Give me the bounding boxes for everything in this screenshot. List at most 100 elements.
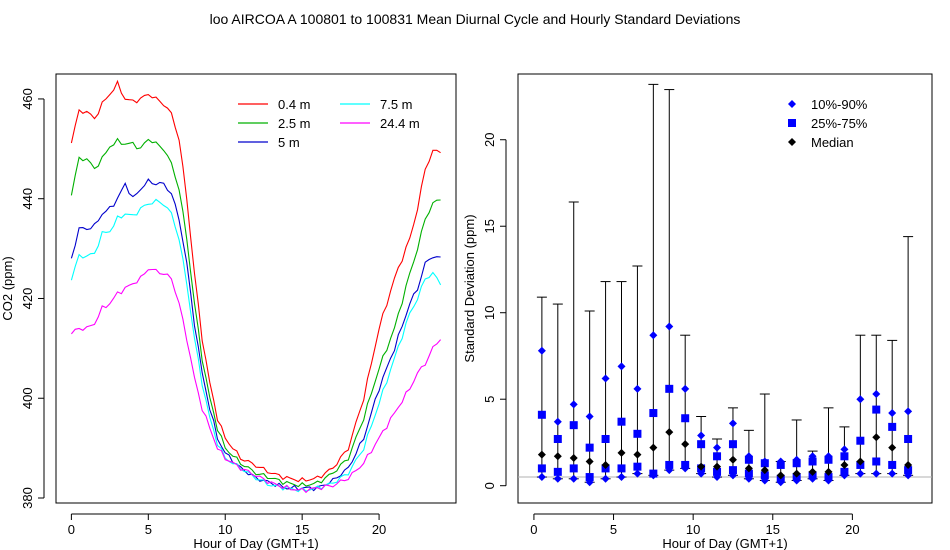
p25-point: [728, 466, 737, 475]
p25-point: [760, 471, 769, 480]
p25-point: [537, 464, 546, 473]
p10-point: [856, 469, 865, 478]
p25-point: [681, 460, 690, 469]
median-point: [713, 462, 722, 471]
p75-point: [601, 434, 610, 443]
series-line-7-5-m: [70, 198, 442, 493]
p90-point: [681, 384, 690, 393]
p90-point: [713, 443, 722, 452]
p10-point: [617, 473, 626, 482]
legend-label: Median: [811, 135, 854, 150]
p25-point: [633, 462, 642, 471]
sd-x-tick-label: 20: [845, 522, 859, 537]
p90-point: [601, 374, 610, 383]
co2-y-tick-label: 380: [20, 487, 35, 509]
median-point: [617, 448, 626, 457]
sd-x-tick-label: 10: [686, 522, 700, 537]
series-line-5-m: [70, 178, 441, 492]
median-point: [681, 440, 690, 449]
median-point: [697, 462, 706, 471]
median-point: [553, 452, 562, 461]
p75-point: [681, 414, 690, 423]
stddev-chart: 0 5 10 15 20 0 5 10 15 20 Hour of Day (GMT+1) Stand…: [462, 73, 933, 550]
p90-point: [840, 445, 849, 454]
legend-marker: [788, 138, 796, 146]
p90-point: [569, 400, 578, 409]
p90-point: [537, 346, 546, 355]
p75-point: [617, 417, 626, 426]
p75-point: [824, 455, 833, 464]
co2-x-tick-label: 10: [218, 522, 232, 537]
sd-x-axis-label: Hour of Day (GMT+1): [662, 536, 787, 550]
sd-y-tick-label: 20: [482, 132, 497, 146]
co2-x-tick-label: 5: [145, 522, 152, 537]
median-point: [840, 460, 849, 469]
p90-point: [856, 395, 865, 404]
median-point: [888, 443, 897, 452]
median-point: [856, 457, 865, 466]
p75-point: [856, 436, 865, 445]
p10-point: [601, 474, 610, 483]
p90-point: [904, 407, 913, 416]
median-point: [744, 464, 753, 473]
p75-point: [728, 440, 737, 449]
median-point: [633, 450, 642, 459]
co2-y-tick-label: 460: [20, 88, 35, 110]
co2-plot-frame: [55, 73, 457, 504]
p90-point: [617, 362, 626, 371]
median-point: [792, 469, 801, 478]
legend-label: 7.5 m: [380, 97, 413, 112]
p75-point: [665, 384, 674, 393]
p90-point: [633, 384, 642, 393]
p75-point: [808, 457, 817, 466]
p75-point: [649, 409, 658, 418]
p25-point: [904, 466, 913, 475]
p90-point: [553, 417, 562, 426]
median-point: [808, 467, 817, 476]
series-line-2-5-m: [70, 137, 441, 488]
p75-point: [585, 443, 594, 452]
median-point: [904, 460, 913, 469]
figure-title: loo AIRCOA A 100801 to 100831 Mean Diurn…: [209, 11, 741, 27]
p10-point: [537, 473, 546, 482]
sd-plot-frame: [517, 73, 933, 504]
p10-point: [633, 469, 642, 478]
p10-point: [872, 469, 881, 478]
p75-point: [872, 405, 881, 414]
p75-point: [697, 440, 706, 449]
median-point: [537, 450, 546, 459]
p25-point: [569, 464, 578, 473]
p90-point: [697, 431, 706, 440]
p25-point: [840, 467, 849, 476]
legend-marker: [788, 119, 796, 127]
sd-y-tick-label: 0: [482, 482, 497, 489]
median-point: [776, 471, 785, 480]
median-point: [824, 467, 833, 476]
co2-y-tick-label: 440: [20, 188, 35, 210]
p25-point: [872, 457, 881, 466]
p75-point: [760, 459, 769, 468]
p90-point: [872, 390, 881, 399]
p90-point: [888, 409, 897, 418]
p90-point: [585, 412, 594, 421]
sd-x-tick-label: 15: [766, 522, 780, 537]
median-point: [665, 428, 674, 437]
p10-point: [569, 474, 578, 483]
p25-point: [665, 460, 674, 469]
sd-y-tick-label: 10: [482, 305, 497, 319]
series-line-24-4-m: [70, 268, 442, 494]
series-line-0-4-m: [70, 79, 441, 483]
p75-point: [569, 421, 578, 430]
p75-point: [553, 434, 562, 443]
median-point: [569, 454, 578, 463]
p25-point: [617, 464, 626, 473]
legend-label: 5 m: [278, 135, 300, 150]
median-point: [872, 433, 881, 442]
p25-point: [585, 473, 594, 482]
p75-point: [840, 452, 849, 461]
p10-point: [553, 474, 562, 483]
p75-point: [776, 460, 785, 469]
median-point: [760, 466, 769, 475]
p90-point: [665, 322, 674, 331]
legend-label: 10%-90%: [811, 97, 868, 112]
